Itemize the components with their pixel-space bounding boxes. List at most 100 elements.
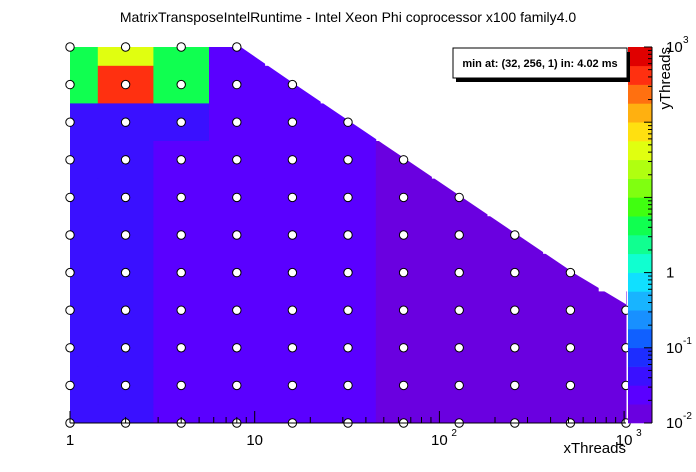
data-point bbox=[65, 155, 75, 165]
data-point bbox=[287, 230, 298, 240]
z-tick-label: 10 bbox=[666, 39, 683, 56]
palette-swatch bbox=[628, 65, 652, 85]
heatmap-cell bbox=[70, 65, 99, 104]
data-point bbox=[343, 305, 353, 315]
data-point bbox=[65, 230, 75, 240]
palette-swatch bbox=[628, 291, 652, 311]
no-data-region bbox=[240, 47, 627, 305]
palette-swatch bbox=[628, 178, 652, 198]
heatmap-cell bbox=[70, 404, 99, 424]
heatmap-cell bbox=[70, 216, 99, 255]
data-point bbox=[454, 267, 464, 278]
data-point bbox=[232, 380, 242, 391]
data-point bbox=[343, 155, 353, 165]
data-point bbox=[565, 267, 576, 278]
palette-swatch bbox=[628, 216, 652, 236]
data-point bbox=[65, 192, 75, 203]
heatmap-cell bbox=[70, 291, 99, 330]
data-point bbox=[232, 192, 242, 203]
heatmap-cell bbox=[153, 47, 210, 67]
data-point bbox=[343, 380, 353, 391]
data-point bbox=[510, 380, 520, 391]
z-tick-label: 1 bbox=[666, 265, 674, 282]
x-tick-label: 10 bbox=[431, 432, 448, 449]
data-point bbox=[565, 305, 576, 315]
data-point bbox=[65, 117, 75, 127]
data-point bbox=[120, 117, 131, 127]
data-point bbox=[343, 117, 353, 127]
data-point bbox=[398, 343, 409, 353]
data-point bbox=[232, 343, 242, 353]
heatmap-cell bbox=[70, 178, 99, 217]
data-point bbox=[65, 79, 75, 90]
data-point bbox=[343, 267, 353, 278]
heatmap-cell bbox=[70, 47, 99, 67]
data-point bbox=[287, 117, 298, 127]
data-point bbox=[120, 230, 131, 240]
data-point bbox=[176, 230, 186, 240]
data-point bbox=[176, 343, 186, 353]
heatmap-cell bbox=[487, 404, 544, 424]
data-point bbox=[287, 380, 298, 391]
heatmap-cell bbox=[97, 404, 154, 424]
data-point bbox=[454, 343, 464, 353]
y-axis-label: yThreads bbox=[657, 47, 674, 110]
z-tick-exponent: -1 bbox=[683, 336, 692, 347]
z-tick-label: 10 bbox=[666, 340, 683, 357]
data-point bbox=[65, 343, 75, 353]
data-point bbox=[454, 230, 464, 240]
heatmap-cell bbox=[70, 141, 99, 180]
data-point bbox=[65, 380, 75, 391]
heatmap-cell bbox=[209, 404, 266, 424]
data-point bbox=[232, 155, 242, 165]
palette-swatch bbox=[628, 404, 652, 424]
data-point bbox=[120, 192, 131, 203]
palette-swatch bbox=[628, 103, 652, 123]
data-point bbox=[398, 192, 409, 203]
heatmap-cell bbox=[375, 404, 432, 424]
data-point bbox=[176, 155, 186, 165]
palette-swatch bbox=[628, 329, 652, 349]
heatmap-cell bbox=[320, 404, 377, 424]
palette-swatch bbox=[628, 253, 652, 273]
palette-swatch bbox=[628, 122, 652, 142]
data-point bbox=[398, 267, 409, 278]
data-point bbox=[176, 192, 186, 203]
data-point bbox=[343, 192, 353, 203]
data-point bbox=[287, 79, 298, 90]
data-point bbox=[287, 192, 298, 203]
palette-swatch bbox=[628, 84, 652, 104]
x-axis-label: xThreads bbox=[563, 440, 626, 457]
data-point bbox=[343, 230, 353, 240]
heatmap-cell bbox=[70, 103, 99, 142]
heatmap-cell bbox=[70, 329, 99, 368]
data-point bbox=[287, 343, 298, 353]
data-point bbox=[120, 155, 131, 165]
info-box-frame bbox=[452, 47, 628, 79]
palette-swatch bbox=[628, 347, 652, 367]
data-point bbox=[454, 192, 464, 203]
data-point bbox=[120, 79, 131, 90]
data-point bbox=[232, 42, 242, 52]
data-points bbox=[65, 42, 631, 428]
x-tick-exponent: 3 bbox=[636, 428, 642, 439]
data-point bbox=[176, 380, 186, 391]
heatmap-cell bbox=[542, 404, 599, 424]
x-tick-exponent: 2 bbox=[451, 428, 457, 439]
data-point bbox=[176, 267, 186, 278]
x-tick-label: 10 bbox=[246, 432, 263, 449]
data-point bbox=[398, 155, 409, 165]
palette-swatch bbox=[628, 159, 652, 179]
heatmap-cell bbox=[598, 404, 627, 424]
info-box: min at: (32, 256, 1) in: 4.02 ms bbox=[452, 47, 630, 82]
data-point bbox=[510, 305, 520, 315]
x-tick-label: 1 bbox=[66, 432, 74, 449]
data-point bbox=[176, 305, 186, 315]
heatmap-cell bbox=[264, 404, 321, 424]
data-point bbox=[287, 267, 298, 278]
data-point bbox=[120, 343, 131, 353]
data-point bbox=[65, 42, 75, 52]
axes: 1 10 10 2 10 3 bbox=[66, 411, 642, 449]
palette-swatch bbox=[628, 310, 652, 330]
